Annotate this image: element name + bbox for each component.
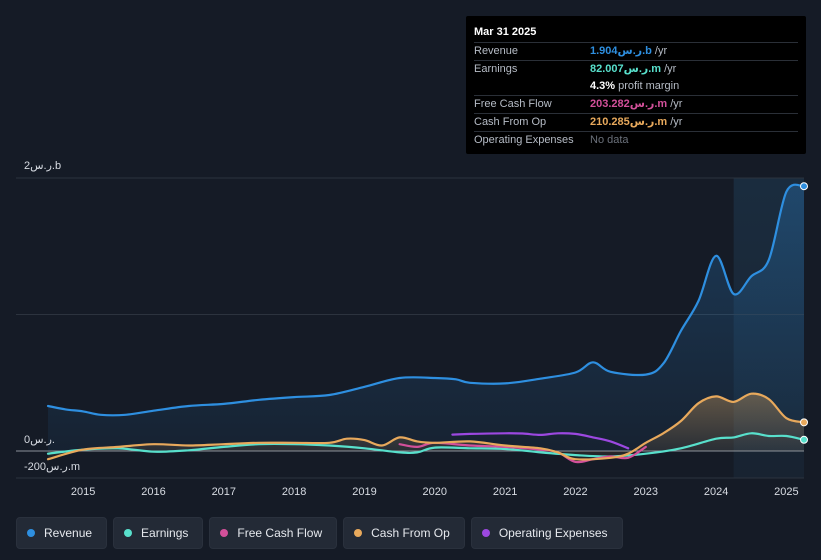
series-line-earnings [46, 432, 806, 458]
tooltip-row: Revenue 1.904ر.س.b/yr [474, 42, 798, 60]
tooltip-row-label: Earnings [474, 63, 518, 75]
tooltip-row-value: 203.282ر.س.m [590, 98, 668, 110]
end-marker-earnings [800, 435, 808, 444]
tooltip-row-label: Free Cash Flow [474, 98, 552, 110]
x-tick-label: 2025 [774, 486, 798, 498]
revenue-area [48, 184, 804, 451]
tooltip-row-unit: /yr [654, 45, 668, 57]
legend-dot-icon [124, 529, 133, 537]
chart-canvas: 2015 2016 2017 2018 2019 2020 2021 2022 2023 2024… [16, 177, 808, 498]
series-line-operating-expenses [451, 432, 630, 450]
tooltip-row-unit: /yr [670, 98, 683, 110]
legend-item-revenue[interactable]: Revenue [16, 517, 108, 549]
tooltip-row-value: 1.904ر.س.b [590, 45, 652, 57]
legend-dot-icon [354, 529, 363, 537]
y-label-top: 2ر.س.b [24, 160, 62, 172]
legend-dot-icon [27, 529, 35, 537]
legend: Revenue Earnings Free Cash Flow Cash From O… [16, 517, 629, 549]
x-tick-label: 2024 [704, 486, 728, 498]
legend-label: Revenue [44, 526, 93, 540]
x-tick-label: 2017 [212, 486, 236, 498]
data-tooltip: Mar 31 2025 Revenue 1.904ر.س.b/yr Earnings… [466, 16, 806, 154]
y-label-bottom: -200ر.س.m [24, 461, 81, 473]
tooltip-row-value: No data [590, 134, 629, 146]
tooltip-date: Mar 31 2025 [474, 26, 537, 38]
legend-item-earnings[interactable]: Earnings [113, 517, 204, 549]
legend-dot-icon [481, 529, 490, 537]
x-tick-label: 2022 [563, 486, 587, 498]
y-label-zero: 0ر.س. [24, 434, 55, 446]
legend-label: Cash From Op [371, 526, 450, 540]
end-marker-revenue [800, 182, 808, 191]
tooltip-row: 4.3% profit margin [474, 78, 798, 95]
legend-label: Operating Expenses [498, 526, 608, 540]
legend-item-operating-expenses[interactable]: Operating Expenses [470, 517, 623, 549]
x-tick-label: 2019 [352, 486, 376, 498]
tooltip-row-label [474, 78, 590, 95]
x-tick-label: 2018 [282, 486, 306, 498]
tooltip-row-label: Operating Expenses [474, 134, 574, 146]
tooltip-row-label: Revenue [474, 45, 519, 57]
legend-item-free-cash-flow[interactable]: Free Cash Flow [209, 517, 338, 549]
tooltip-row-value: 210.285ر.س.m [590, 116, 668, 128]
series-line-revenue [46, 183, 806, 417]
tooltip-row-value: 4.3% [590, 80, 616, 92]
tooltip-row-label: Cash From Op [474, 116, 547, 128]
x-tick-label: 2021 [493, 486, 517, 498]
x-tick-label: 2023 [634, 486, 658, 498]
cash-from-op-area [48, 393, 804, 460]
x-tick-label: 2015 [71, 486, 95, 498]
tooltip-row: Cash From Op 210.285ر.س.m/yr [474, 113, 798, 131]
x-tick-label: 2016 [141, 486, 165, 498]
tooltip-row: Earnings 82.007ر.س.m/yr [474, 60, 798, 78]
legend-label: Free Cash Flow [237, 526, 323, 540]
tooltip-row-unit: /yr [670, 116, 683, 128]
tooltip-row: Free Cash Flow 203.282ر.س.m/yr [474, 95, 798, 113]
tooltip-row-unit: /yr [664, 63, 677, 75]
x-tick-label: 2020 [423, 486, 447, 498]
tooltip-row-value: 82.007ر.س.m [590, 63, 662, 75]
legend-item-cash-from-op[interactable]: Cash From Op [343, 517, 465, 549]
legend-label: Earnings [141, 526, 189, 540]
legend-dot-icon [220, 529, 229, 537]
series-line-cash-from-op [46, 392, 806, 461]
tooltip-row: Operating Expenses No data [474, 131, 798, 149]
tooltip-row-unit: profit margin [618, 80, 680, 92]
end-marker-cash-from-op [800, 418, 808, 427]
